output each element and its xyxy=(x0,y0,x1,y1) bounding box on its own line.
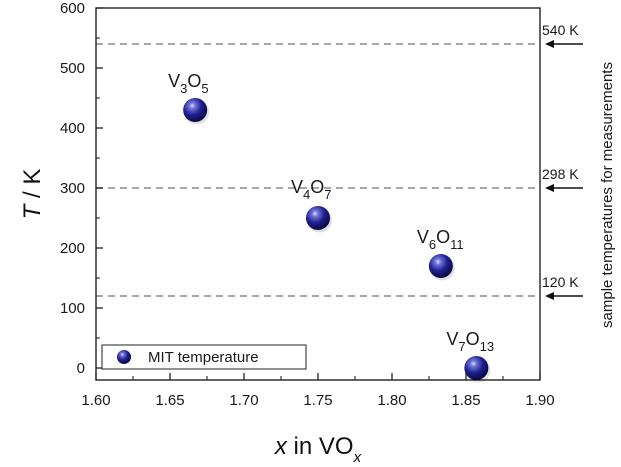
x-tick-label: 1.80 xyxy=(377,392,406,409)
legend-label: MIT temperature xyxy=(148,349,259,366)
axes-layer xyxy=(95,7,541,381)
y-tick-label: 500 xyxy=(60,60,85,77)
x-tick-label: 1.60 xyxy=(81,392,110,409)
data-point-label: V3O5 xyxy=(168,71,209,96)
x-axis-title: x in VOx xyxy=(274,433,362,466)
x-tick-label: 1.90 xyxy=(525,392,554,409)
reference-arrow-head xyxy=(545,292,554,300)
reference-arrow-head xyxy=(545,184,554,192)
data-point xyxy=(428,254,453,278)
right-side-note: sample temperatures for measurements xyxy=(599,62,616,328)
data-point-label: V4O7 xyxy=(291,177,332,202)
x-tick-label: 1.65 xyxy=(155,392,184,409)
x-tick-label: 1.75 xyxy=(303,392,332,409)
y-tick-label: 100 xyxy=(60,300,85,317)
data-points-layer xyxy=(117,98,491,383)
y-axis-title: T / K xyxy=(19,169,46,220)
reference-lines-layer xyxy=(96,40,583,300)
reference-label: 298 K xyxy=(542,166,579,182)
data-point xyxy=(306,206,330,230)
data-point-label: V6O11 xyxy=(417,227,464,252)
data-point xyxy=(464,356,489,380)
y-tick-label: 300 xyxy=(60,180,85,197)
reference-arrow-head xyxy=(545,40,554,48)
legend-marker xyxy=(117,350,131,364)
reference-label: 540 K xyxy=(542,22,579,38)
reference-label: 120 K xyxy=(542,274,579,290)
data-point xyxy=(183,98,208,122)
y-tick-label: 400 xyxy=(60,120,85,137)
y-tick-label: 0 xyxy=(77,360,85,377)
x-tick-label: 1.70 xyxy=(229,392,258,409)
legend-box xyxy=(101,344,307,370)
text-layer: 540 K 298 K 120 K 1.60 1.65 1.70 1.75 1.80 1.85 1… xyxy=(19,0,616,466)
y-tick-label: 200 xyxy=(60,240,85,257)
y-tick-label: 600 xyxy=(60,0,85,17)
x-tick-label: 1.85 xyxy=(451,392,480,409)
data-point-label: V7O13 xyxy=(446,329,494,354)
